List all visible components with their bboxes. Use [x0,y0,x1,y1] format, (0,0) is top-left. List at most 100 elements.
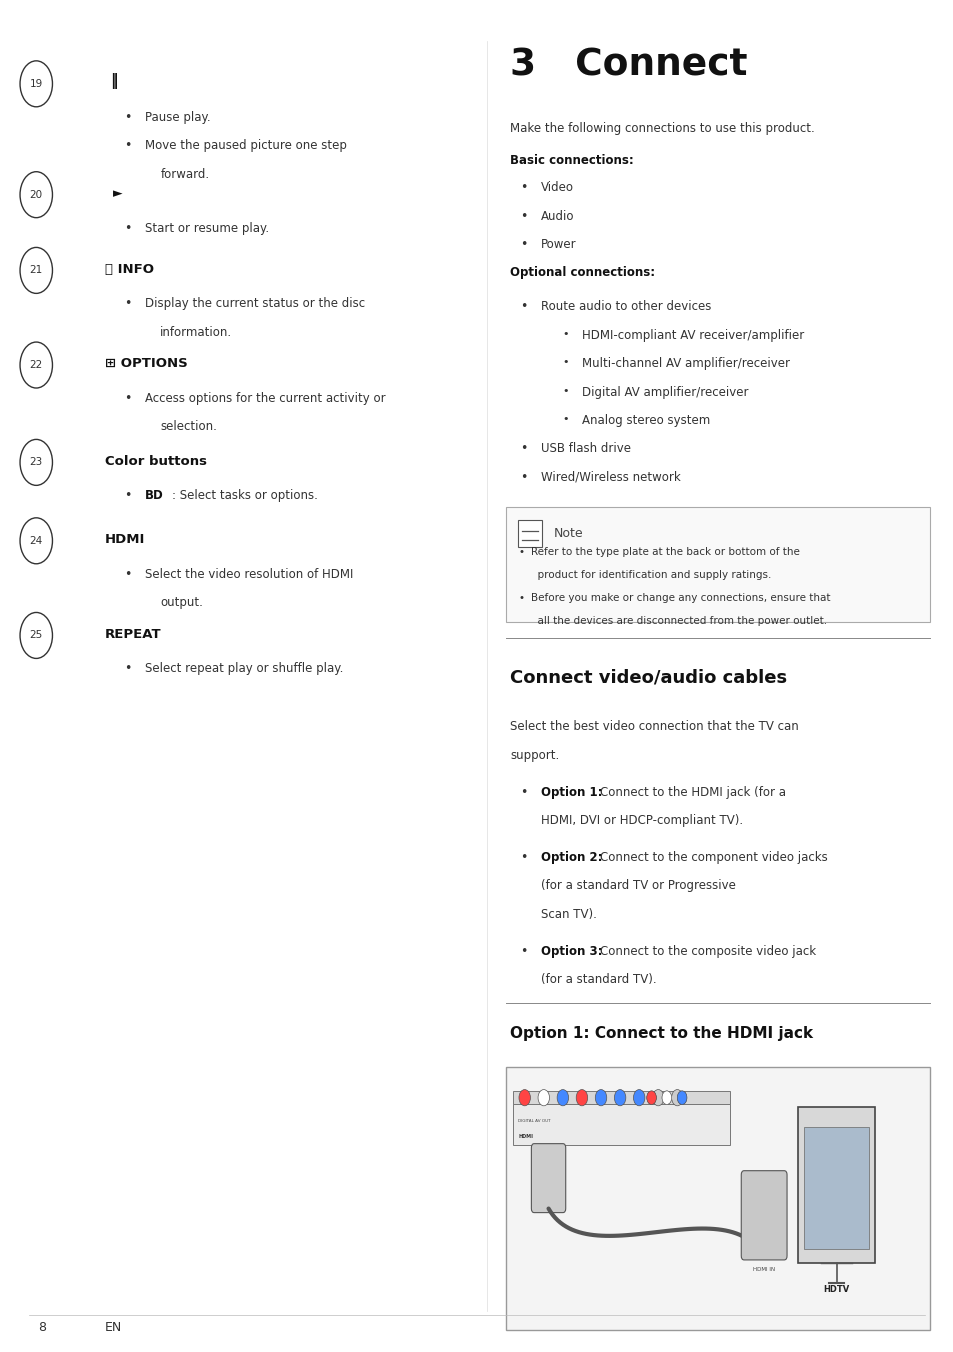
Text: •: • [562,414,569,425]
Text: Before you make or change any connections, ensure that: Before you make or change any connection… [531,594,830,603]
Text: Option 2:: Option 2: [540,850,601,864]
Text: all the devices are disconnected from the power outlet.: all the devices are disconnected from th… [531,617,826,626]
Text: USB flash drive: USB flash drive [540,442,630,456]
Text: Audio: Audio [540,210,574,223]
Text: Start or resume play.: Start or resume play. [145,222,269,235]
Text: 20: 20 [30,189,43,200]
Text: •: • [519,945,527,957]
Text: (for a standard TV or Progressive: (for a standard TV or Progressive [540,879,735,892]
Text: REPEAT: REPEAT [105,627,161,641]
Circle shape [646,1091,656,1105]
FancyBboxPatch shape [513,1091,729,1105]
Circle shape [671,1090,682,1106]
Text: Wired/Wireless network: Wired/Wireless network [540,470,679,484]
Text: forward.: forward. [160,168,209,181]
Text: Pause play.: Pause play. [145,111,211,124]
Text: Connect to the composite video jack: Connect to the composite video jack [599,945,816,957]
Text: 23: 23 [30,457,43,468]
Circle shape [661,1091,671,1105]
Text: HDMI, DVI or HDCP-compliant TV).: HDMI, DVI or HDCP-compliant TV). [540,814,742,827]
Text: output.: output. [160,596,203,610]
Text: support.: support. [510,749,559,761]
FancyBboxPatch shape [505,1067,929,1330]
Text: Connect video/audio cables: Connect video/audio cables [510,669,786,687]
Text: BD: BD [145,489,164,503]
FancyBboxPatch shape [740,1171,786,1260]
FancyBboxPatch shape [798,1107,874,1263]
Text: •: • [519,238,527,251]
Text: 25: 25 [30,630,43,641]
Text: •: • [517,594,523,603]
Text: ‖: ‖ [110,73,117,89]
Text: : Select tasks or options.: : Select tasks or options. [172,489,317,503]
Circle shape [595,1090,606,1106]
Text: Display the current status or the disc: Display the current status or the disc [145,297,365,311]
Text: •: • [124,489,132,503]
Text: Select repeat play or shuffle play.: Select repeat play or shuffle play. [145,662,343,676]
Circle shape [537,1090,549,1106]
Text: •: • [519,300,527,314]
Text: Video: Video [540,181,574,195]
Text: Move the paused picture one step: Move the paused picture one step [145,139,347,153]
Circle shape [652,1090,663,1106]
Text: Access options for the current activity or: Access options for the current activity … [145,392,385,406]
Text: Power: Power [540,238,576,251]
Text: •: • [562,357,569,368]
Text: selection.: selection. [160,420,217,434]
FancyBboxPatch shape [803,1128,868,1249]
Text: Connect to the HDMI jack (for a: Connect to the HDMI jack (for a [599,786,785,799]
Circle shape [677,1091,686,1105]
Text: Optional connections:: Optional connections: [510,266,655,280]
Text: Select the best video connection that the TV can: Select the best video connection that th… [510,721,799,733]
Text: 22: 22 [30,360,43,370]
Text: HDMI: HDMI [517,1134,533,1140]
Text: Refer to the type plate at the back or bottom of the: Refer to the type plate at the back or b… [531,548,800,557]
Text: Analog stereo system: Analog stereo system [581,414,709,427]
Text: Basic connections:: Basic connections: [510,154,634,168]
Text: Color buttons: Color buttons [105,454,207,468]
Text: 3   Connect: 3 Connect [510,47,747,84]
Text: Multi-channel AV amplifier/receiver: Multi-channel AV amplifier/receiver [581,357,789,370]
Text: Option 3:: Option 3: [540,945,601,957]
Text: product for identification and supply ratings.: product for identification and supply ra… [531,571,771,580]
Text: HDMI: HDMI [105,533,145,546]
Circle shape [646,1091,656,1105]
Text: •: • [519,181,527,195]
Circle shape [614,1090,625,1106]
Text: •: • [519,850,527,864]
Circle shape [557,1090,568,1106]
Text: •: • [124,568,132,581]
FancyBboxPatch shape [505,507,929,622]
Text: EN: EN [105,1321,122,1334]
Text: Make the following connections to use this product.: Make the following connections to use th… [510,122,814,135]
Text: DIGITAL AV OUT: DIGITAL AV OUT [517,1118,550,1122]
Text: •: • [517,548,523,557]
Text: •: • [124,111,132,124]
Text: Digital AV amplifier/receiver: Digital AV amplifier/receiver [581,385,748,399]
Text: •: • [124,222,132,235]
Text: HDMI IN: HDMI IN [752,1267,775,1272]
FancyBboxPatch shape [517,521,541,548]
Text: •: • [519,442,527,456]
Text: 8: 8 [38,1321,46,1334]
FancyBboxPatch shape [531,1144,565,1213]
Text: ►: ► [112,187,122,200]
Text: •: • [124,662,132,676]
Text: •: • [519,470,527,484]
Text: •: • [562,385,569,396]
Text: ⊞ OPTIONS: ⊞ OPTIONS [105,357,188,370]
Text: •: • [124,392,132,406]
Text: information.: information. [160,326,233,339]
Circle shape [677,1091,686,1105]
Text: Select the video resolution of HDMI: Select the video resolution of HDMI [145,568,353,581]
Text: •: • [519,210,527,223]
Text: 21: 21 [30,265,43,276]
Circle shape [633,1090,644,1106]
Text: •: • [519,786,527,799]
FancyBboxPatch shape [513,1105,729,1145]
Text: (for a standard TV).: (for a standard TV). [540,973,656,986]
Text: Note: Note [553,527,582,541]
Circle shape [661,1091,671,1105]
Circle shape [576,1090,587,1106]
Text: 19: 19 [30,78,43,89]
